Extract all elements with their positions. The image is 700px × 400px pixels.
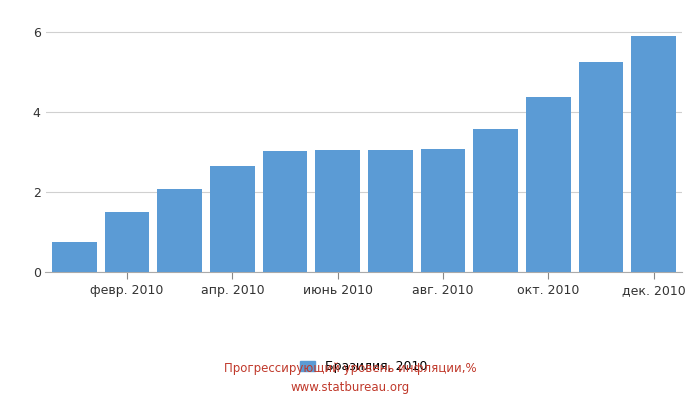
Bar	[210, 166, 255, 272]
Bar	[421, 149, 466, 272]
Bar	[526, 97, 570, 272]
Bar	[631, 36, 676, 272]
Legend: Бразилия, 2010: Бразилия, 2010	[300, 360, 428, 373]
Bar	[262, 151, 307, 272]
Bar	[368, 150, 413, 272]
Bar	[578, 62, 623, 272]
Text: Прогрессирующий уровень инфляции,%
www.statbureau.org: Прогрессирующий уровень инфляции,% www.s…	[224, 362, 476, 394]
Bar	[315, 150, 360, 272]
Bar	[473, 129, 518, 272]
Bar	[105, 212, 150, 272]
Bar	[52, 242, 97, 272]
Bar	[158, 189, 202, 272]
